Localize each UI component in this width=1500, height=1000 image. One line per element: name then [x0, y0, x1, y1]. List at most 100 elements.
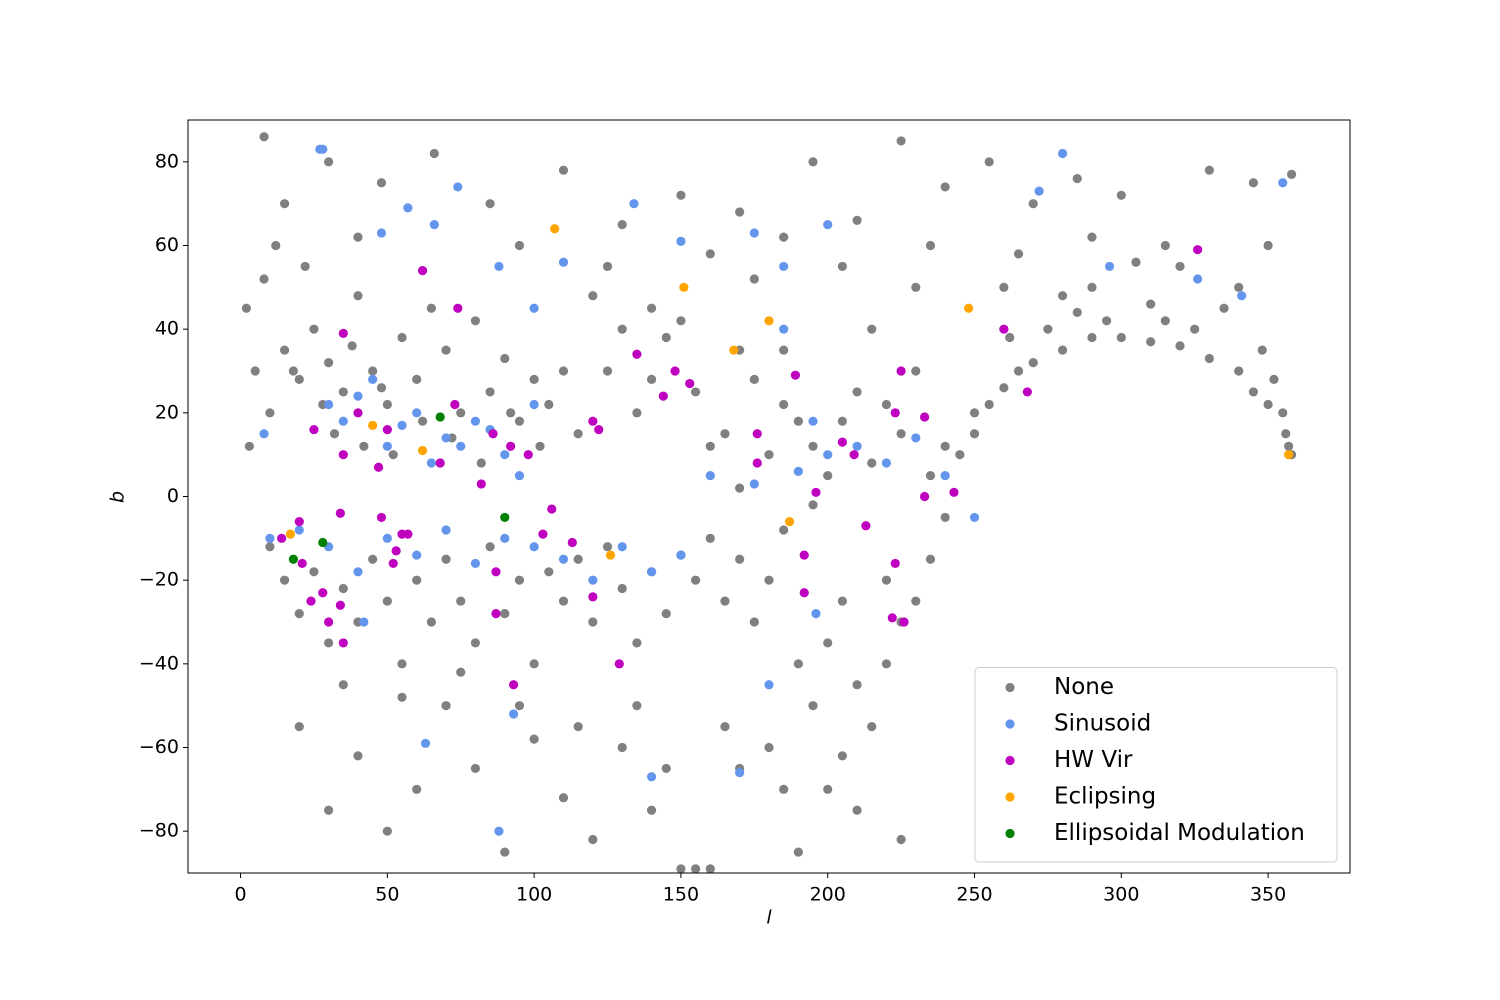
- point: [793, 847, 803, 857]
- y-axis-label: b: [107, 491, 129, 503]
- point: [705, 470, 715, 481]
- point: [881, 458, 892, 468]
- legend-marker: [1005, 719, 1015, 729]
- point: [735, 768, 745, 778]
- x-tick-label: 150: [663, 884, 699, 906]
- point: [508, 709, 519, 719]
- point: [779, 525, 789, 535]
- point: [435, 458, 445, 468]
- point: [617, 742, 627, 753]
- point: [573, 554, 583, 564]
- point: [588, 291, 598, 301]
- point: [506, 408, 516, 418]
- point: [544, 567, 554, 577]
- y-tick-label: 80: [155, 150, 179, 172]
- point: [403, 529, 413, 539]
- point: [567, 537, 577, 548]
- point: [412, 550, 422, 560]
- point: [1057, 148, 1068, 159]
- point: [676, 236, 686, 246]
- point: [735, 554, 745, 564]
- point: [359, 441, 369, 451]
- point: [852, 441, 862, 451]
- point: [288, 366, 298, 376]
- point: [1116, 332, 1126, 343]
- point: [500, 450, 510, 460]
- point: [594, 424, 604, 435]
- point: [823, 450, 833, 460]
- point: [265, 533, 275, 543]
- point: [1072, 173, 1082, 184]
- point: [294, 721, 304, 732]
- point: [494, 826, 504, 836]
- point: [605, 550, 616, 560]
- legend-marker: [1005, 682, 1015, 693]
- point: [749, 274, 759, 284]
- point: [925, 554, 936, 564]
- point: [456, 441, 466, 451]
- point: [955, 450, 965, 460]
- point: [735, 483, 745, 493]
- y-tick-label: −40: [139, 652, 179, 674]
- x-tick-label: 200: [810, 884, 846, 906]
- point: [294, 609, 304, 619]
- point: [441, 525, 451, 535]
- point: [558, 366, 569, 376]
- point: [896, 366, 906, 376]
- point: [679, 282, 689, 292]
- point: [491, 567, 501, 577]
- point: [388, 450, 398, 460]
- point: [485, 387, 495, 397]
- point: [691, 575, 701, 585]
- point: [285, 529, 296, 539]
- point: [729, 345, 739, 355]
- x-tick-label: 100: [516, 884, 552, 906]
- point: [1116, 190, 1126, 200]
- point: [1257, 345, 1267, 355]
- point: [529, 399, 539, 410]
- point: [940, 441, 950, 451]
- point: [470, 638, 481, 648]
- point: [632, 349, 642, 359]
- point: [793, 466, 803, 476]
- y-tick-label: 20: [155, 401, 179, 423]
- point: [881, 399, 892, 410]
- point: [661, 332, 671, 343]
- point: [793, 659, 803, 669]
- legend-label: Eclipsing: [1054, 784, 1156, 810]
- point: [470, 316, 481, 326]
- point: [984, 157, 994, 167]
- point: [259, 274, 269, 284]
- point: [779, 345, 789, 355]
- x-tick-label: 0: [235, 884, 247, 906]
- point: [999, 282, 1009, 292]
- point: [925, 470, 936, 481]
- point: [324, 399, 334, 410]
- point: [288, 554, 298, 564]
- point: [441, 345, 451, 355]
- y-tick-label: −80: [139, 820, 179, 842]
- point: [1131, 257, 1141, 267]
- point: [297, 558, 307, 569]
- legend-box: [974, 667, 1338, 863]
- point: [382, 826, 392, 836]
- point: [279, 575, 290, 585]
- point: [376, 178, 387, 188]
- point: [338, 387, 348, 397]
- point: [811, 609, 821, 619]
- point: [265, 408, 275, 418]
- point: [544, 399, 554, 410]
- point: [646, 303, 657, 313]
- point: [506, 441, 516, 451]
- point: [823, 219, 833, 230]
- point: [294, 374, 304, 384]
- point: [811, 487, 821, 497]
- point: [573, 721, 583, 732]
- point: [999, 324, 1009, 334]
- point: [764, 575, 774, 585]
- point: [573, 429, 583, 439]
- point: [376, 512, 387, 523]
- point: [890, 408, 900, 418]
- legend: None Sinusoid HW Vir Eclipsing Ellipsoidal M…: [974, 667, 1338, 863]
- point: [335, 508, 345, 518]
